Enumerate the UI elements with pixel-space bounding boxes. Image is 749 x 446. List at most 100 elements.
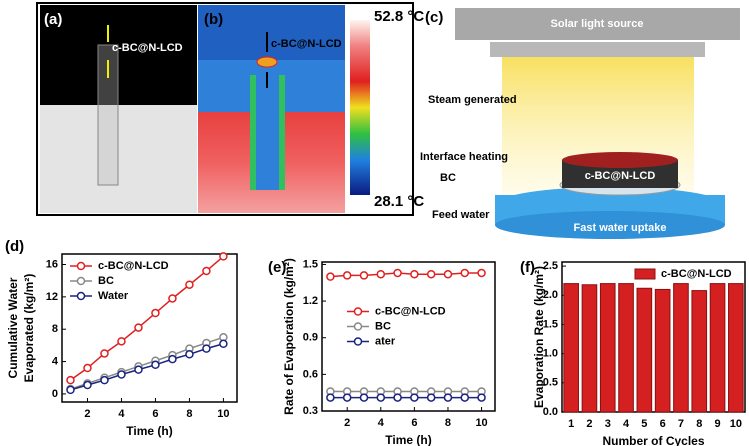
point	[83, 363, 92, 373]
y-tick-label: 0.0	[543, 406, 558, 418]
legend-label: BC	[375, 320, 391, 332]
y-tick-label: 1.5	[303, 258, 318, 270]
label: Fast water uptake	[574, 222, 667, 234]
label: Solar light source	[551, 18, 644, 30]
bar	[581, 284, 598, 413]
y-tick-label: 1.2	[303, 295, 318, 307]
legend-label: ater	[375, 335, 396, 347]
point	[66, 385, 75, 395]
x-tick-label: 10	[475, 417, 487, 429]
x-tick-label: 4	[378, 417, 385, 429]
x-axis-label: Time (h)	[385, 433, 431, 446]
thermal-image	[256, 70, 279, 190]
y-tick-label: 8	[52, 323, 58, 335]
x-tick-label: 7	[678, 418, 684, 430]
x-tick-label: 8	[445, 417, 451, 429]
y-axis-label: Rate of Evaporation (kg/m²)	[282, 258, 296, 415]
x-tick-label: 2	[344, 417, 350, 429]
annotation: c-BC@N-LCD	[112, 42, 183, 54]
point	[100, 375, 109, 385]
legend-swatch	[634, 268, 656, 280]
point	[359, 393, 369, 402]
label: Steam generated	[428, 94, 517, 106]
legend-marker	[76, 276, 86, 286]
point	[151, 308, 160, 318]
point	[83, 380, 92, 390]
point	[202, 344, 211, 353]
x-axis-label: Time (h)	[126, 424, 172, 438]
y-tick-label: 0.5	[543, 377, 558, 389]
point	[100, 349, 109, 358]
y-axis-label: Evaporated (kg/m²)	[22, 274, 36, 383]
label: Feed water	[432, 209, 490, 221]
x-tick-label: 2	[84, 408, 90, 420]
point	[410, 393, 419, 402]
water-bath	[495, 211, 725, 239]
legend-marker	[353, 307, 363, 316]
bar	[709, 283, 726, 413]
legend-label: c-BC@N-LCD	[661, 268, 732, 280]
y-tick-label: 4	[52, 355, 59, 367]
y-axis-label: Cumulative Water	[6, 277, 20, 378]
point	[426, 269, 436, 279]
panel-label: (f)	[520, 259, 535, 276]
bar	[673, 283, 689, 413]
point	[359, 271, 369, 280]
x-tick-label: 1	[568, 418, 574, 430]
point	[460, 393, 470, 402]
plot-frame	[321, 261, 496, 412]
label: BC	[440, 172, 456, 184]
x-tick-label: 4	[623, 418, 630, 430]
point	[443, 269, 453, 279]
label: Interface heating	[420, 151, 508, 163]
point	[376, 269, 386, 279]
label: c-BC@N-LCD	[585, 170, 656, 182]
thermal-image	[198, 5, 345, 60]
colorbar-max: 52.8 °C	[374, 8, 424, 25]
colorbar-min: 28.1 °C	[374, 193, 424, 210]
x-tick-label: 6	[152, 408, 158, 420]
panel-label: (e)	[268, 259, 286, 276]
y-tick-label: 0.3	[303, 405, 318, 417]
series-line	[70, 336, 224, 390]
point	[134, 365, 143, 374]
point	[460, 268, 470, 278]
light-source	[490, 42, 705, 57]
bar	[618, 283, 634, 413]
point	[151, 360, 160, 370]
x-tick-label: 8	[696, 418, 702, 430]
bar	[728, 283, 744, 413]
point	[202, 266, 211, 276]
point	[426, 393, 436, 402]
point	[219, 252, 228, 261]
legend-marker	[353, 337, 363, 346]
point	[376, 393, 386, 402]
y-tick-label: 0.6	[303, 368, 318, 380]
point	[443, 393, 453, 402]
point	[393, 393, 402, 402]
x-tick-label: 2	[586, 418, 592, 430]
legend-label: c-BC@N-LCD	[375, 305, 446, 317]
point	[219, 339, 228, 349]
plot-frame	[61, 253, 238, 403]
point	[117, 370, 126, 379]
light-source	[455, 8, 740, 40]
point	[342, 271, 352, 280]
point	[117, 337, 126, 346]
point	[477, 393, 486, 402]
point	[185, 280, 194, 289]
bar	[636, 287, 653, 413]
x-tick-label: 9	[714, 418, 720, 430]
frame	[36, 2, 414, 216]
x-tick-label: 4	[118, 408, 125, 420]
x-tick-label: 3	[605, 418, 611, 430]
panel-label: (a)	[44, 11, 62, 28]
x-tick-label: 10	[730, 418, 742, 430]
point	[410, 269, 419, 279]
x-tick-label: 10	[217, 408, 229, 420]
legend-marker	[76, 261, 86, 271]
plot-frame	[561, 261, 746, 413]
legend-marker	[353, 322, 363, 331]
y-tick-label: 2.0	[543, 289, 558, 301]
